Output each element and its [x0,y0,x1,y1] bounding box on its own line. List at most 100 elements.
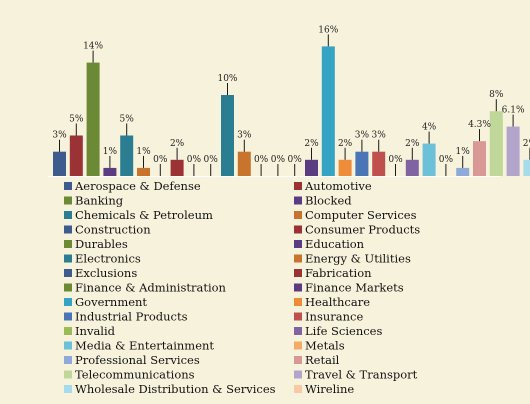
legend-swatch [294,283,302,292]
legend-item-industrial-products: Industrial Products [64,310,188,324]
legend-swatch [64,341,72,350]
legend-swatch [64,254,72,263]
bar-travel-and-transport [506,126,520,176]
legend-item-fabrication: Fabrication [294,266,372,280]
legend-item-insurance: Insurance [294,310,363,324]
data-label-chemicals-and-petroleum: 5% [120,115,135,125]
legend-swatch [294,327,302,335]
legend-label: Finance & Administration [75,281,227,295]
data-label-energy-and-utilities: 3% [237,131,252,141]
legend-swatch [294,254,302,263]
legend-label: Travel & Transport [305,368,418,382]
bar-automotive [69,135,83,176]
legend-item-metals: Metals [294,339,345,353]
legend-label: Metals [305,339,345,353]
bar-finance-markets [305,159,318,176]
bar-wholesale-distribution-and-services [523,159,530,176]
legend-item-exclusions: Exclusions [64,266,137,280]
legend-item-energy-and-utilities: Energy & Utilities [294,252,411,266]
data-label-retail: 4.3% [468,120,491,130]
legend-swatch [64,327,72,335]
legend-swatch [294,356,302,364]
bar-aerospace-and-defense [53,151,66,176]
legend-item-wholesale-distribution-and-services: Wholesale Distribution & Services [64,382,276,396]
legend-label: Healthcare [305,295,370,309]
legend-label: Education [305,237,365,251]
legend-label: Electronics [75,252,141,266]
data-label-construction: 0% [153,155,168,165]
legend-label: Computer Services [305,208,417,222]
legend-swatch [64,356,72,364]
data-label-blocked: 1% [103,147,118,157]
legend-item-professional-services: Professional Services [64,353,200,367]
legend-swatch [294,182,302,190]
legend-swatch [64,312,72,321]
legend-swatch [64,283,72,292]
legend-item-banking: Banking [64,194,124,208]
legend-label: Professional Services [75,353,200,367]
legend-swatch [294,240,302,248]
legend-label: Retail [305,353,340,367]
legend-label: Energy & Utilities [305,252,411,266]
data-label-travel-and-transport: 6.1% [502,106,525,116]
bar-healthcare [338,159,352,176]
data-label-computer-services: 1% [136,147,151,157]
bar-consumer-products [170,159,184,176]
legend-item-travel-and-transport: Travel & Transport [294,368,418,382]
legend-item-invalid: Invalid [64,324,116,338]
legend-label: Aerospace & Defense [74,179,201,193]
legend-item-electronics: Electronics [64,252,141,266]
legend-item-durables: Durables [64,237,128,251]
legend-swatch [64,196,72,205]
legend-swatch [64,211,72,219]
legend-item-aerospace-and-defense: Aerospace & Defense [64,179,201,193]
data-label-finance-and-administration: 0% [288,155,303,165]
data-label-healthcare: 2% [338,139,353,149]
legend-swatch [64,182,72,190]
bar-blocked [103,167,117,176]
legend-item-media-and-entertainment: Media & Entertainment [64,339,214,353]
legend-label: Industrial Products [75,310,188,324]
legend-item-computer-services: Computer Services [294,208,417,222]
data-label-consumer-products: 2% [170,139,185,149]
legend-label: Media & Entertainment [75,339,214,353]
legend-item-healthcare: Healthcare [294,295,370,309]
bar-retail [473,141,486,176]
data-label-exclusions: 0% [254,155,269,165]
bar-professional-services [456,167,470,176]
legend-label: Wholesale Distribution & Services [75,382,276,396]
legend-label: Exclusions [75,266,137,280]
legend-swatch [64,225,72,234]
legend-swatch [64,385,72,393]
legend-label: Fabrication [305,266,372,280]
data-label-wholesale-distribution-and-services: 2% [523,139,530,149]
data-label-finance-markets: 2% [304,139,319,149]
legend-swatch [294,341,302,350]
legend-label: Invalid [75,324,116,338]
legend-label: Life Sciences [305,324,382,338]
legend-label: Automotive [304,179,372,193]
legend-item-automotive: Automotive [294,179,372,193]
data-label-life-sciences: 2% [405,139,420,149]
legend-label: Government [75,295,147,309]
legend-swatch [64,269,72,277]
bar-life-sciences [405,159,419,176]
legend-swatch [64,370,72,379]
data-label-industrial-products: 3% [355,131,370,141]
bar-energy-and-utilities [237,151,251,176]
bar-electronics [221,95,234,176]
legend-label: Banking [75,194,124,208]
data-label-durables: 0% [187,155,202,165]
bar-insurance [372,151,386,176]
legend-swatch [294,370,302,379]
legend-item-finance-markets: Finance Markets [294,281,404,295]
legend-label: Finance Markets [305,281,404,295]
data-label-aerospace-and-defense: 3% [52,131,67,141]
legend-swatch [294,225,302,234]
legend-item-education: Education [294,237,365,251]
bars-layer [48,34,530,177]
legend-item-blocked: Blocked [294,194,352,208]
legend-label: Wireline [305,382,354,396]
